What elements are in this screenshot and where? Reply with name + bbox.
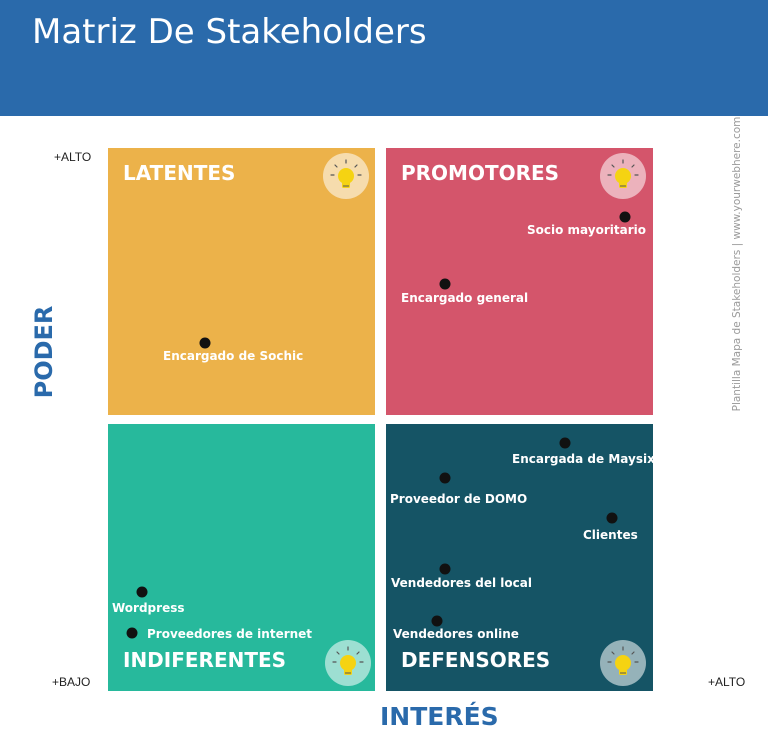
stakeholder-label-encargado-general: Encargado general	[401, 291, 528, 305]
quadrant-label-promotores: PROMOTORES	[401, 161, 559, 185]
axis-low-label: +BAJO	[52, 675, 90, 689]
page-title: Matriz De Stakeholders	[32, 12, 427, 52]
quadrant-label-indiferentes: INDIFERENTES	[123, 648, 286, 672]
stakeholder-point	[432, 616, 443, 627]
stakeholder-label-wordpress: Wordpress	[112, 601, 185, 615]
stakeholder-label-encargado-sochic: Encargado de Sochic	[163, 349, 303, 363]
lightbulb-icon	[600, 153, 646, 199]
x-axis-title: INTERÉS	[380, 702, 499, 731]
header-bar: Matriz De Stakeholders	[0, 0, 768, 116]
lightbulb-icon	[600, 640, 646, 686]
stakeholder-point	[440, 473, 451, 484]
stakeholder-label-encargada-maysix: Encargada de Maysix	[512, 452, 655, 466]
quadrant-indiferentes: INDIFERENTES	[108, 424, 375, 691]
template-credit: Plantilla Mapa de Stakeholders | www.you…	[731, 117, 743, 412]
stakeholder-point	[440, 564, 451, 575]
stakeholder-label-clientes: Clientes	[583, 528, 638, 542]
stakeholder-point	[137, 587, 148, 598]
x-axis-high-label: +ALTO	[708, 675, 745, 689]
stakeholder-label-socio-mayoritario: Socio mayoritario	[527, 223, 646, 237]
quadrant-label-defensores: DEFENSORES	[401, 648, 550, 672]
stakeholder-label-vendedores-online: Vendedores online	[393, 627, 519, 641]
stakeholder-point	[200, 338, 211, 349]
stakeholder-point	[607, 513, 618, 524]
stakeholder-label-vendedores-local: Vendedores del local	[391, 576, 532, 590]
stakeholder-label-proveedor-domo: Proveedor de DOMO	[390, 492, 527, 506]
lightbulb-icon	[325, 640, 371, 686]
quadrant-promotores: PROMOTORES	[386, 148, 653, 415]
stakeholder-point	[440, 279, 451, 290]
y-axis-title: PODER	[30, 306, 58, 399]
quadrant-label-latentes: LATENTES	[123, 161, 235, 185]
stakeholder-label-proveedores-internet: Proveedores de internet	[147, 627, 312, 641]
stakeholder-point	[620, 212, 631, 223]
stakeholder-point	[127, 628, 138, 639]
quadrant-latentes: LATENTES	[108, 148, 375, 415]
stakeholder-point	[560, 438, 571, 449]
y-axis-high-label: +ALTO	[54, 150, 91, 164]
lightbulb-icon	[323, 153, 369, 199]
